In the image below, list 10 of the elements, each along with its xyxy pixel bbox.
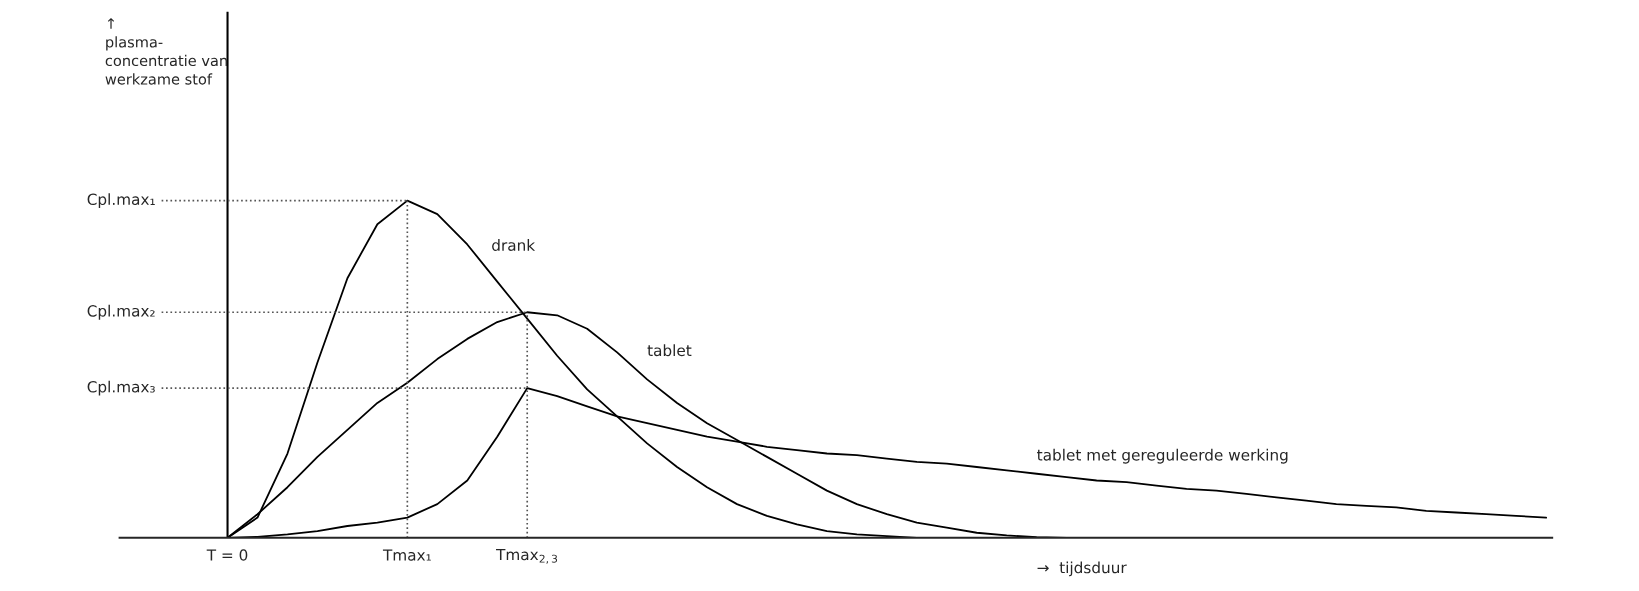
series-label: tablet bbox=[647, 344, 692, 357]
ref-line-label: Cpl.max₂ bbox=[87, 304, 155, 320]
x-tick-label: Tmax₁ bbox=[382, 549, 431, 561]
x-tick-label: T = 0 bbox=[206, 549, 248, 561]
series-label: drank bbox=[492, 239, 536, 251]
x-tick-label: Tmax$_{2,3}$ bbox=[496, 548, 558, 564]
ref-line-label: Cpl.max₃ bbox=[87, 380, 155, 396]
ref-line-label: Cpl.max₁ bbox=[87, 193, 155, 209]
series-label: tablet met gereguleerde werking bbox=[1037, 448, 1288, 464]
x-axis-title: → tijdsduur bbox=[1037, 561, 1127, 577]
